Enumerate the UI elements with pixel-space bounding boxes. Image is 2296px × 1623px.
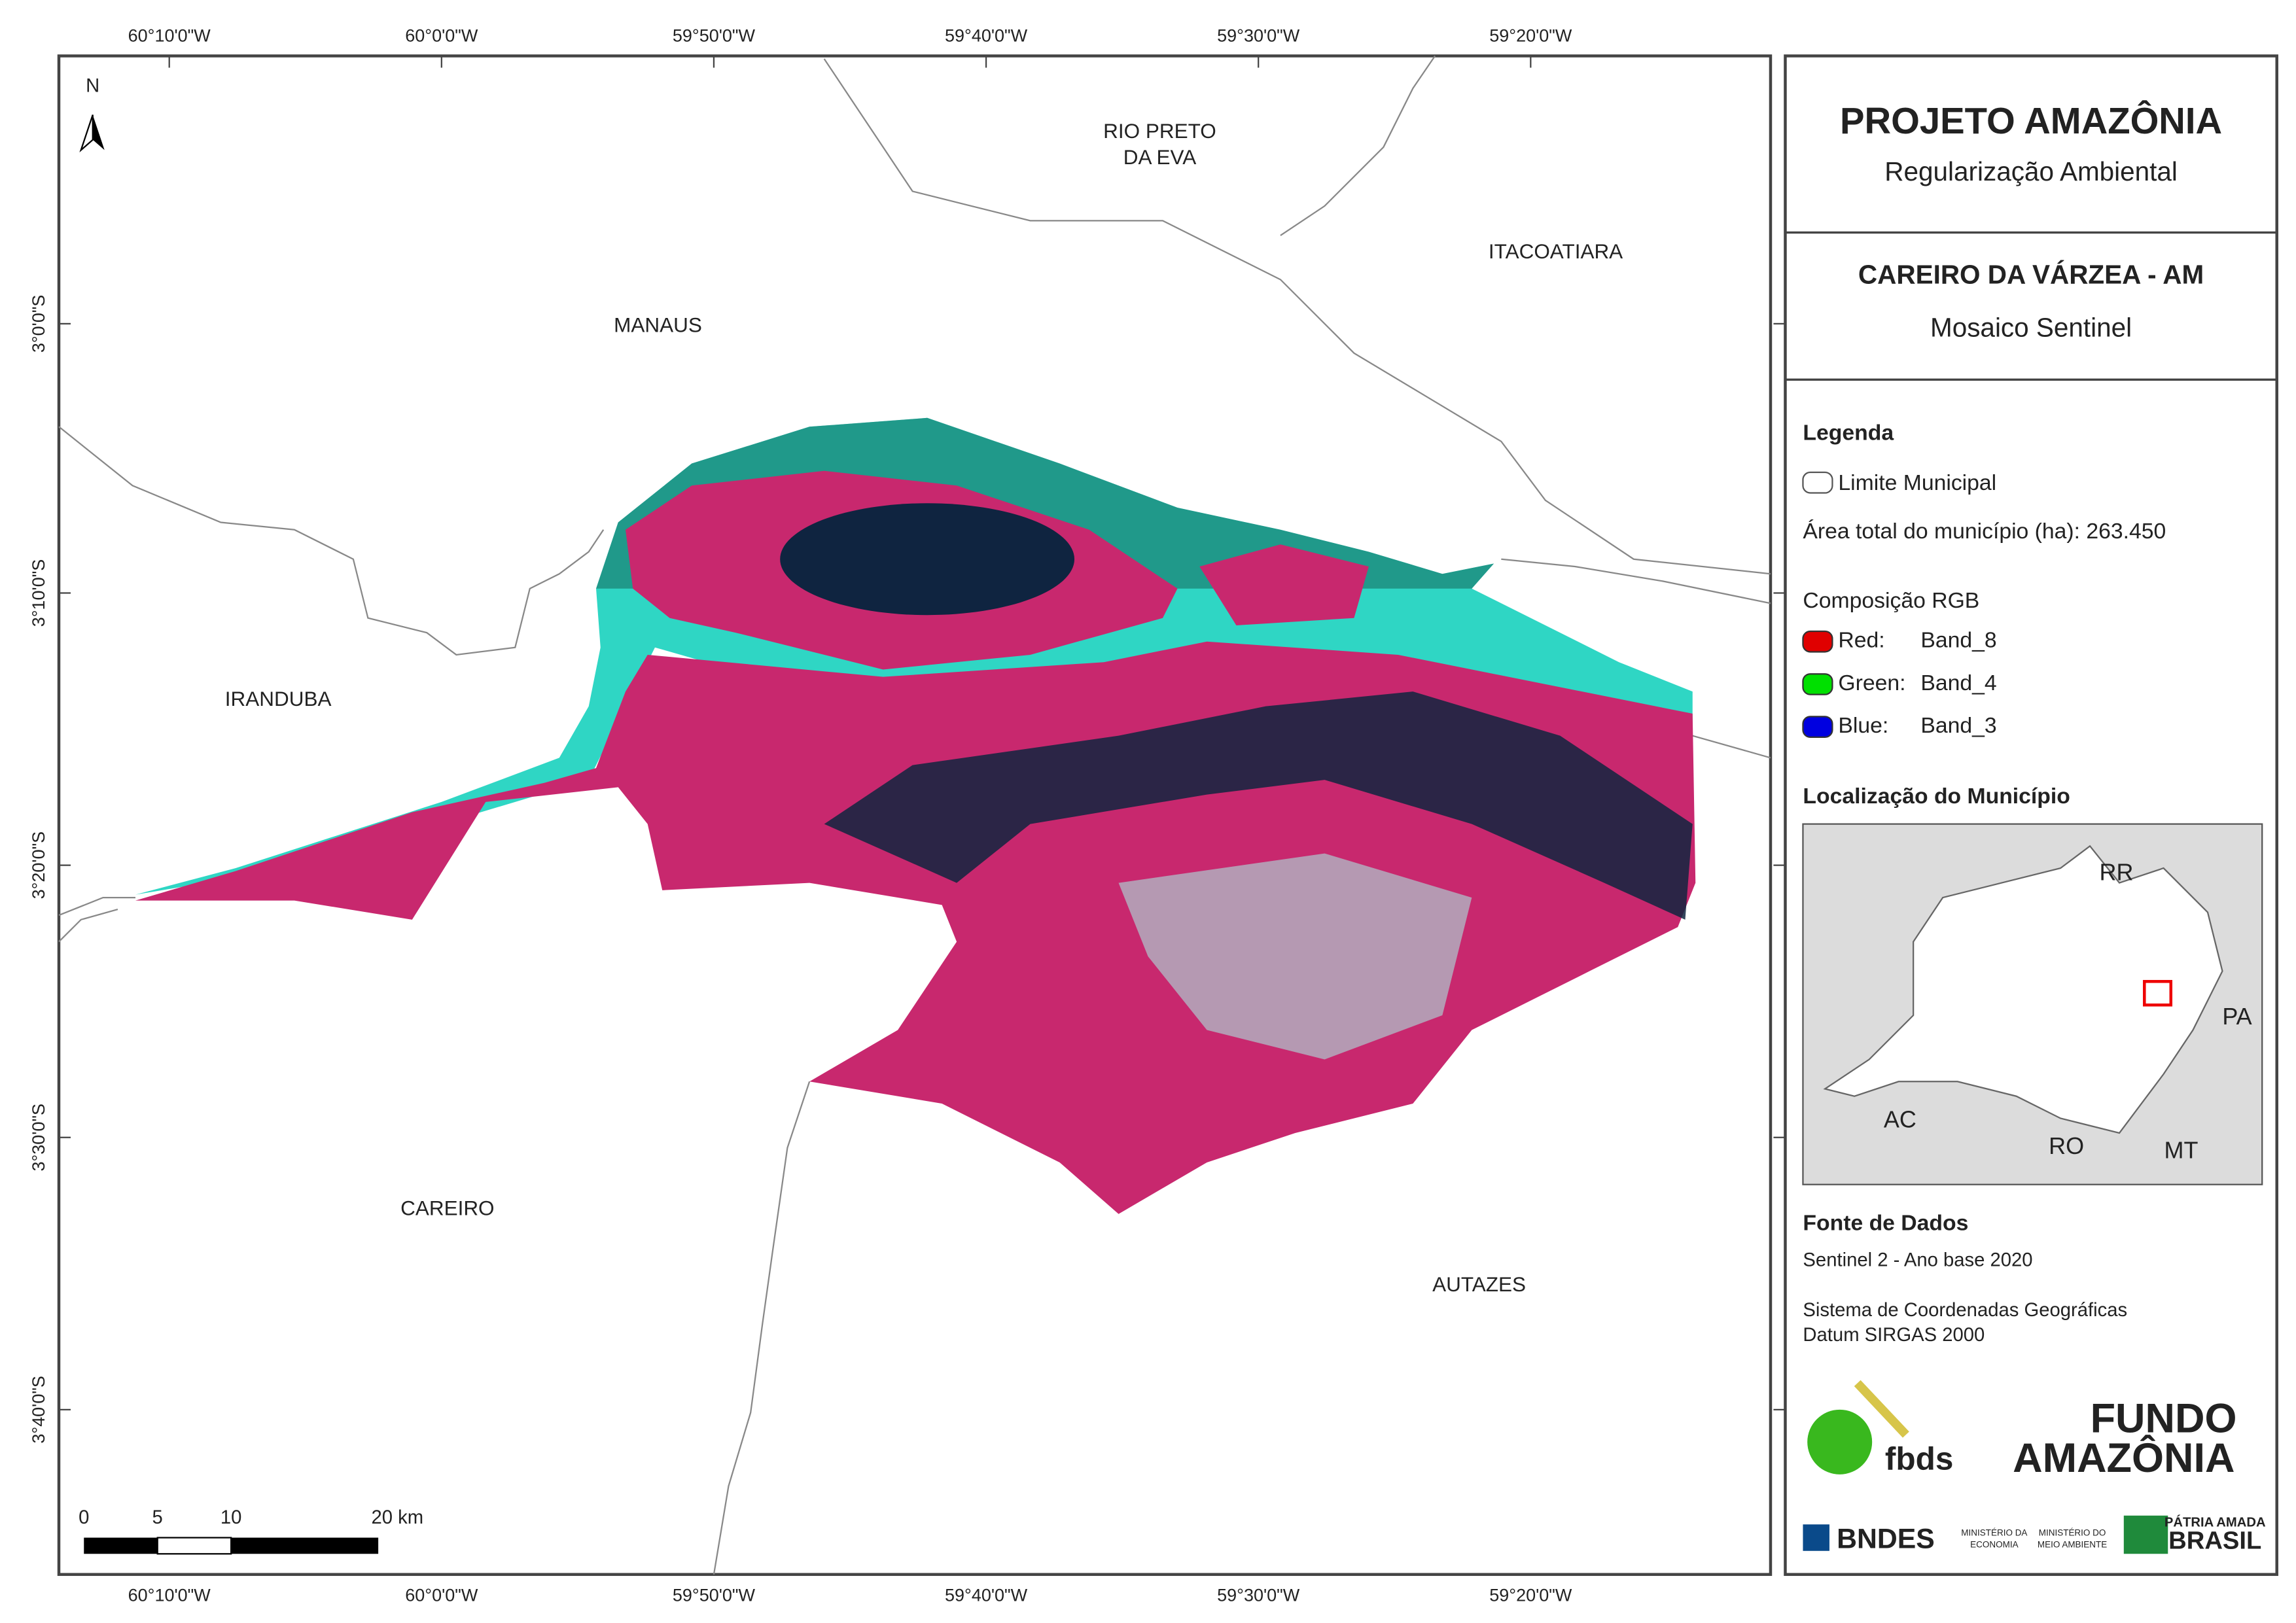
place-label: DA EVA [1123, 145, 1196, 169]
logo-fbds: fbds [1885, 1441, 1953, 1477]
logo-ministry: MINISTÉRIO DO [2039, 1527, 2106, 1537]
logo-fundo: FUNDO [2091, 1395, 2237, 1441]
logo-marks [1803, 1380, 2168, 1554]
latitude-label: 3°20'0"S [29, 831, 48, 899]
location-title: Localização do Município [1803, 784, 2070, 809]
place-label: MANAUS [614, 313, 702, 337]
longitude-label: 60°0'0"W [405, 1586, 478, 1605]
scale-label: 10 [221, 1507, 242, 1528]
place-label: IRANDUBA [225, 687, 332, 710]
location-label: RO [2049, 1132, 2084, 1159]
longitude-label: 59°20'0"W [1489, 1586, 1572, 1605]
logo-bndes: BNDES [1837, 1523, 1935, 1554]
place-label: CAREIRO [400, 1196, 494, 1219]
scale-label: 0 [79, 1507, 89, 1528]
band-label: Blue: [1838, 713, 1888, 738]
band-swatch [1802, 630, 1833, 653]
scale-bar [84, 1537, 379, 1555]
north-label: N [86, 75, 99, 96]
band-value: Band_4 [1920, 671, 1996, 695]
satellite-mosaic [135, 417, 1696, 1214]
band-swatch [1802, 716, 1833, 739]
band-label: Red: [1838, 628, 1884, 653]
band-label: Green: [1838, 671, 1905, 695]
location-label: PA [2222, 1003, 2252, 1030]
north-arrow [79, 114, 105, 153]
scale-label: 20 km [372, 1507, 424, 1528]
source-line: Sentinel 2 - Ano base 2020 [1803, 1249, 2032, 1270]
longitude-label: 59°40'0"W [945, 1586, 1028, 1605]
map-title: CAREIRO DA VÁRZEA - AM [1858, 260, 2204, 290]
sources-title: Fonte de Dados [1803, 1210, 1968, 1235]
longitude-label: 59°30'0"W [1217, 26, 1300, 45]
latitude-label: 3°40'0"S [29, 1376, 48, 1444]
side-panel [1784, 54, 2278, 1577]
legend-area: Área total do município (ha): 263.450 [1803, 519, 2166, 544]
title: PROJETO AMAZÔNIA [1840, 100, 2222, 141]
map-subtitle: Mosaico Sentinel [1930, 313, 2132, 343]
logo-brasil: BRASIL [2168, 1526, 2261, 1554]
source-line: Datum SIRGAS 2000 [1803, 1325, 1985, 1346]
place-label: ITACOATIARA [1489, 239, 1623, 263]
scale-label: 5 [152, 1507, 163, 1528]
band-swatch [1802, 673, 1833, 695]
longitude-label: 59°50'0"W [673, 1586, 756, 1605]
logo-brasil: PÁTRIA AMADA [2164, 1514, 2266, 1529]
longitude-label: 59°40'0"W [945, 26, 1028, 45]
longitude-label: 60°0'0"W [405, 26, 478, 45]
longitude-label: 60°10'0"W [128, 26, 211, 45]
logo-ministry: ECONOMIA [1970, 1539, 2018, 1549]
logo-ministry: MEIO AMBIENTE [2038, 1539, 2107, 1549]
longitude-label: 59°20'0"W [1489, 26, 1572, 45]
logo-ministry: MINISTÉRIO DA [1961, 1527, 2027, 1537]
logo-amazonia: AMAZÔNIA [2013, 1435, 2234, 1481]
location-label: AC [1884, 1106, 1916, 1132]
latitude-label: 3°10'0"S [29, 559, 48, 627]
subtitle: Regularização Ambiental [1884, 156, 2178, 186]
legend-title: Legenda [1803, 420, 1894, 445]
legend-rgb-title: Composição RGB [1803, 588, 1979, 613]
latitude-label: 3°30'0"S [29, 1104, 48, 1172]
boundaries [58, 55, 1771, 1575]
longitude-label: 59°50'0"W [673, 26, 756, 45]
band-value: Band_8 [1920, 628, 1996, 653]
longitude-label: 60°10'0"W [128, 1586, 211, 1605]
band-value: Band_3 [1920, 713, 1996, 738]
location-label: MT [2164, 1137, 2199, 1164]
place-label: RIO PRETO [1103, 119, 1216, 143]
source-line: Sistema de Coordenadas Geográficas [1803, 1300, 2127, 1321]
longitude-label: 59°30'0"W [1217, 1586, 1300, 1605]
legend-boundary: Limite Municipal [1838, 470, 1996, 495]
location-inset [1802, 823, 2263, 1185]
legend-boundary-swatch [1802, 471, 1833, 494]
place-label: AUTAZES [1432, 1272, 1526, 1296]
location-label: RR [2100, 859, 2134, 886]
latitude-label: 3°0'0"S [29, 295, 48, 353]
